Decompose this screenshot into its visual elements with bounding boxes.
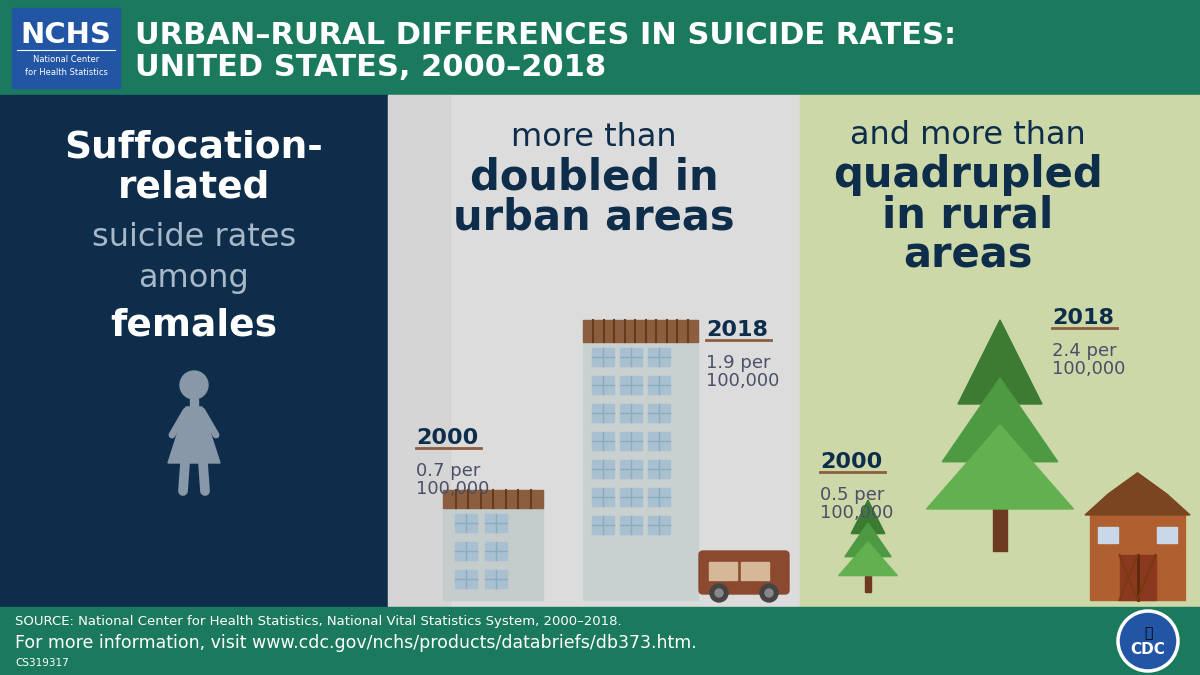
Text: UNITED STATES, 2000–2018: UNITED STATES, 2000–2018 <box>134 53 606 82</box>
Text: For more information, visit www.cdc.gov/nchs/products/databriefs/db373.htm.: For more information, visit www.cdc.gov/… <box>14 634 697 652</box>
Bar <box>620 516 642 534</box>
Text: in rural: in rural <box>882 194 1054 236</box>
Text: 100,000: 100,000 <box>820 504 893 522</box>
Text: females: females <box>110 308 277 344</box>
Text: 100,000: 100,000 <box>1052 360 1126 378</box>
Bar <box>592 488 614 506</box>
FancyBboxPatch shape <box>698 551 790 594</box>
Bar <box>443 490 542 508</box>
Text: among: among <box>139 263 250 294</box>
Text: doubled in: doubled in <box>469 156 719 198</box>
Circle shape <box>710 584 728 602</box>
Text: and more than: and more than <box>850 119 1086 151</box>
Text: CS319317: CS319317 <box>14 658 68 668</box>
Text: Suffocation-: Suffocation- <box>65 130 323 166</box>
Bar <box>992 509 1007 551</box>
Bar <box>648 376 670 394</box>
Bar <box>455 542 478 560</box>
Polygon shape <box>168 407 220 463</box>
Bar <box>620 488 642 506</box>
Text: SOURCE: National Center for Health Statistics, National Vital Statistics System,: SOURCE: National Center for Health Stati… <box>14 614 622 628</box>
Bar <box>800 95 1200 607</box>
Bar <box>485 570 508 588</box>
Bar <box>620 404 642 422</box>
Bar <box>620 376 642 394</box>
Text: areas: areas <box>904 234 1033 276</box>
Bar <box>1098 527 1118 543</box>
Bar <box>620 432 642 450</box>
Text: 2000: 2000 <box>416 428 479 448</box>
Polygon shape <box>926 425 1074 509</box>
Circle shape <box>760 584 778 602</box>
Circle shape <box>715 589 722 597</box>
Bar <box>0 95 388 607</box>
Bar <box>742 562 769 580</box>
Bar <box>648 404 670 422</box>
Bar <box>709 562 737 580</box>
Text: 2.4 per: 2.4 per <box>1052 342 1117 360</box>
Bar <box>0 0 1200 95</box>
Text: 2000: 2000 <box>820 452 882 472</box>
Bar <box>592 516 614 534</box>
Polygon shape <box>1085 473 1190 515</box>
Text: 🦅: 🦅 <box>1144 626 1152 640</box>
Bar <box>1090 515 1186 600</box>
Circle shape <box>180 371 208 399</box>
Text: 100,000: 100,000 <box>706 372 779 390</box>
Text: 2018: 2018 <box>706 320 768 340</box>
Bar <box>592 404 614 422</box>
Text: CDC: CDC <box>1130 641 1165 657</box>
Polygon shape <box>942 378 1057 462</box>
Bar <box>620 348 642 366</box>
Bar <box>865 576 871 593</box>
Bar <box>388 95 450 607</box>
Circle shape <box>1118 611 1178 671</box>
Polygon shape <box>839 542 898 576</box>
Text: 0.5 per: 0.5 per <box>820 486 884 504</box>
Bar <box>388 95 800 607</box>
Text: 1.9 per: 1.9 per <box>706 354 770 372</box>
Bar <box>620 460 642 478</box>
Bar <box>592 348 614 366</box>
Bar <box>592 376 614 394</box>
Bar <box>648 516 670 534</box>
Bar <box>583 320 698 600</box>
Text: National Center
for Health Statistics: National Center for Health Statistics <box>24 55 108 77</box>
Bar <box>485 542 508 560</box>
Text: quadrupled: quadrupled <box>833 154 1103 196</box>
Bar <box>648 348 670 366</box>
Bar <box>1120 555 1156 600</box>
Bar <box>1157 527 1177 543</box>
Bar <box>592 432 614 450</box>
Bar <box>648 488 670 506</box>
Bar <box>648 432 670 450</box>
Text: 100,000: 100,000 <box>416 480 490 498</box>
Bar <box>485 514 508 532</box>
Polygon shape <box>845 523 892 557</box>
Text: suicide rates: suicide rates <box>92 223 296 254</box>
Bar <box>455 570 478 588</box>
Bar <box>190 399 198 407</box>
Text: URBAN–RURAL DIFFERENCES IN SUICIDE RATES:: URBAN–RURAL DIFFERENCES IN SUICIDE RATES… <box>134 20 956 49</box>
Text: related: related <box>118 170 270 206</box>
Text: urban areas: urban areas <box>454 197 734 239</box>
Text: 0.7 per: 0.7 per <box>416 462 480 480</box>
Bar <box>583 320 698 342</box>
Circle shape <box>766 589 773 597</box>
Bar <box>592 460 614 478</box>
Bar <box>12 8 120 88</box>
Polygon shape <box>1108 473 1168 495</box>
Polygon shape <box>958 320 1042 404</box>
Text: more than: more than <box>511 122 677 153</box>
Text: NCHS: NCHS <box>20 21 112 49</box>
Bar <box>443 490 542 600</box>
Bar <box>0 607 1200 675</box>
Polygon shape <box>851 500 884 534</box>
Text: 2018: 2018 <box>1052 308 1114 328</box>
Bar <box>455 514 478 532</box>
Bar <box>648 460 670 478</box>
